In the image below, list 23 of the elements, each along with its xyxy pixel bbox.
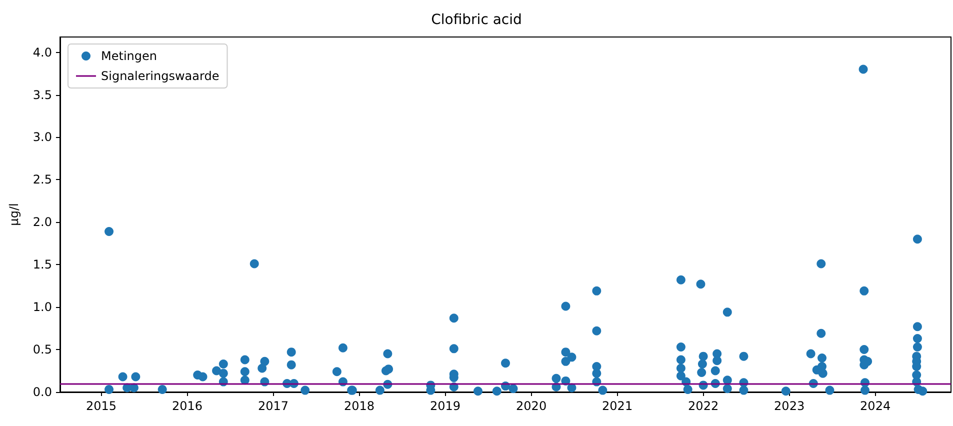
legend-label: Metingen: [101, 49, 157, 63]
x-tick-label: 2023: [774, 399, 805, 413]
y-tick-label: 2.5: [32, 172, 52, 187]
y-tick-label: 1.5: [32, 258, 52, 272]
y-tick-label: 1.0: [32, 300, 52, 314]
y-tick-label: 4.0: [32, 45, 52, 60]
x-tick-label: 2024: [860, 399, 891, 413]
x-tick-label: 2017: [258, 399, 289, 413]
y-tick-label: 2.0: [32, 215, 52, 230]
y-tick-label: 3.0: [32, 130, 52, 144]
x-tick-label: 2018: [344, 399, 375, 413]
x-tick-label: 2020: [516, 399, 547, 413]
y-tick-label: 0.5: [32, 342, 52, 357]
y-tick-label: 3.5: [32, 88, 52, 102]
legend-label: Signaleringswaarde: [101, 69, 220, 83]
x-tick-label: 2015: [86, 399, 117, 413]
y-tick-label: 0.0: [32, 385, 52, 399]
chart-title: Clofibric acid: [431, 12, 522, 28]
x-tick-label: 2019: [430, 399, 461, 413]
x-tick-label: 2016: [172, 399, 203, 413]
y-axis-title: µg/l: [7, 203, 21, 226]
x-tick-label: 2021: [602, 399, 633, 413]
x-tick-label: 2022: [688, 399, 719, 413]
